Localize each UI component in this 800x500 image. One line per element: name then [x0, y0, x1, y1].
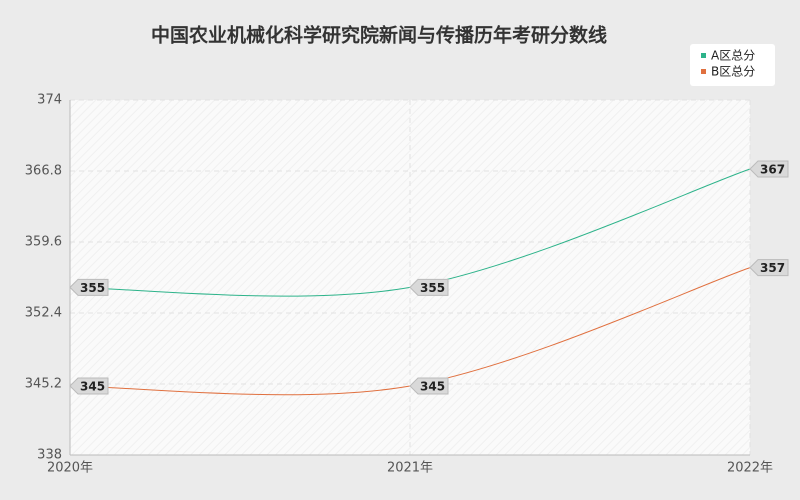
- y-tick-label: 338: [37, 448, 62, 463]
- data-label: 345: [80, 379, 105, 393]
- data-label: 345: [420, 379, 445, 393]
- legend-box: [690, 44, 775, 86]
- data-label-tag: [409, 377, 449, 395]
- data-label: 357: [760, 261, 785, 275]
- y-tick-label: 359.6: [25, 235, 62, 250]
- y-tick-label: 374: [37, 93, 62, 108]
- x-tick-label: 2020年: [47, 461, 93, 476]
- chart-title: 中国农业机械化科学研究院新闻与传播历年考研分数线: [151, 24, 607, 47]
- data-label-tag: [69, 377, 109, 395]
- legend-label: B区总分: [711, 65, 755, 79]
- data-label: 355: [80, 281, 105, 295]
- data-label-tag: [749, 160, 789, 178]
- data-label-tag: [409, 278, 449, 296]
- legend-swatch: [701, 53, 706, 58]
- data-label-tag: [749, 259, 789, 277]
- data-label: 355: [420, 281, 445, 295]
- y-tick-label: 352.4: [25, 306, 62, 321]
- data-label: 367: [760, 163, 785, 177]
- legend-swatch: [701, 69, 706, 74]
- legend-label: A区总分: [711, 49, 755, 63]
- y-tick-label: 366.8: [25, 164, 62, 179]
- y-tick-label: 345.2: [25, 377, 62, 392]
- data-label-tag: [69, 278, 109, 296]
- x-tick-label: 2022年: [727, 461, 773, 476]
- plot-area: [70, 100, 750, 455]
- x-tick-label: 2021年: [387, 461, 433, 476]
